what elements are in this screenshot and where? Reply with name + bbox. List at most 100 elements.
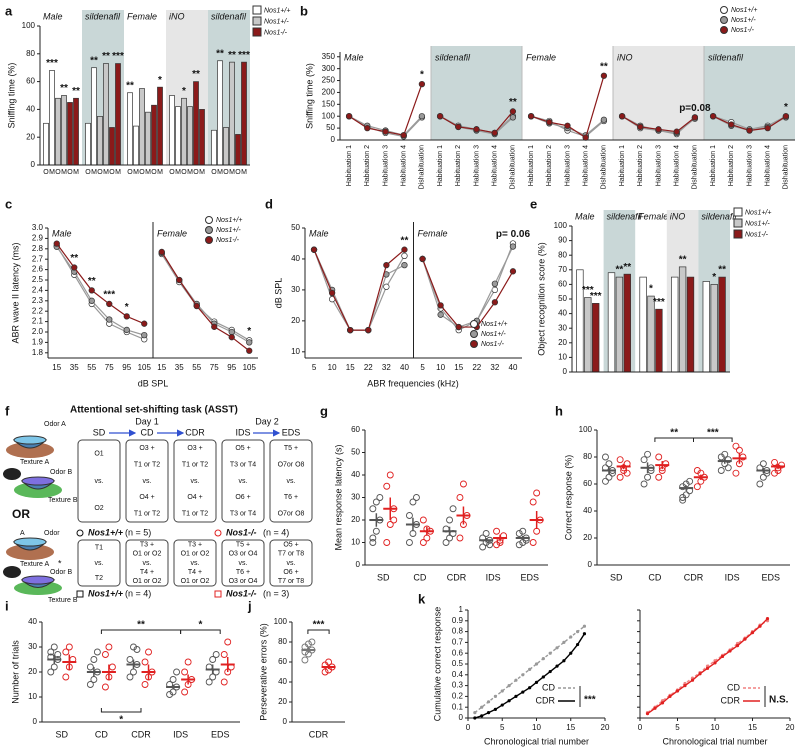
data-point <box>401 261 408 269</box>
box-text: vs. <box>143 478 152 485</box>
data-point <box>509 243 517 250</box>
annotation: ** <box>679 255 687 266</box>
bar <box>127 92 133 166</box>
box-text: O3 + <box>139 445 154 452</box>
series-line <box>421 258 514 328</box>
bar <box>133 125 139 166</box>
texture-pad <box>6 544 54 560</box>
legend-swatch <box>252 5 262 15</box>
x-tick-label: EDS <box>761 572 780 582</box>
y-tick-label: 20 <box>26 132 35 141</box>
y-tick-label: 2.4 <box>32 286 44 295</box>
legend-label: Nos1+/+ <box>731 7 757 14</box>
box-text: vs. <box>191 478 200 485</box>
annotation: *** <box>590 291 602 302</box>
box-text: T7 or T8 <box>278 578 304 585</box>
task-box <box>125 439 169 523</box>
x-tick-label: Habituation 4 <box>674 145 681 186</box>
data-point <box>376 494 384 501</box>
x-tick-label: 10 <box>436 363 445 372</box>
reward-mark: * <box>58 558 62 568</box>
legend-marker <box>205 236 213 244</box>
data-point <box>756 480 764 488</box>
y-tick-label: 300 <box>322 64 336 73</box>
data-point <box>228 328 235 336</box>
x-tick-label: 105 <box>138 363 152 372</box>
y-tick-label: 40 <box>291 254 300 263</box>
bar <box>85 122 91 166</box>
bowl-rim <box>21 575 55 585</box>
data-point <box>133 646 141 653</box>
legend-label: Nos1-/- <box>745 231 769 238</box>
y-tick-label: 40 <box>583 506 592 515</box>
group-marker <box>214 590 222 598</box>
data-point <box>383 261 390 269</box>
legend-note: N.S. <box>769 695 789 706</box>
x-tick-label: Habituation 3 <box>382 145 389 186</box>
y-tick-label: 50 <box>291 223 300 232</box>
data-point <box>418 80 426 88</box>
section-label: sildenafil <box>708 52 744 62</box>
data-point <box>521 690 525 694</box>
data-point <box>507 684 511 688</box>
x-tick-label: 15 <box>346 363 355 372</box>
data-point <box>509 114 517 121</box>
data-point <box>698 672 702 676</box>
data-point <box>519 527 527 535</box>
bar <box>67 102 73 166</box>
data-point <box>709 113 717 120</box>
annotation: * <box>420 70 424 81</box>
x-tick-label: M <box>157 169 163 176</box>
icon-label: Odor B <box>50 569 73 576</box>
panel-letter: j <box>247 598 252 613</box>
data-point <box>455 123 462 131</box>
texture-pad <box>14 482 62 498</box>
icon-label: Texture A <box>20 459 50 466</box>
data-point <box>126 656 134 663</box>
data-point <box>645 712 650 716</box>
x-tick-label: O <box>169 169 175 176</box>
panel-letter: b <box>300 3 308 18</box>
y-tick-label: 200 <box>322 88 336 97</box>
x-tick-label: O <box>211 169 217 176</box>
data-point <box>514 694 518 699</box>
data-point <box>717 467 725 474</box>
bar <box>211 129 217 166</box>
stage-label: EDS <box>282 427 301 437</box>
data-point <box>616 456 624 464</box>
y-tick-label: 0.2 <box>452 692 464 701</box>
data-point <box>88 297 95 304</box>
legend-label: Nos1+/- <box>731 17 756 24</box>
data-point <box>123 326 130 334</box>
bar <box>229 61 235 166</box>
day-label: Day 1 <box>135 416 159 426</box>
y-tick-label: 20 <box>28 667 37 676</box>
data-point <box>782 113 790 120</box>
annotation: ** <box>126 80 134 91</box>
data-point <box>90 656 98 663</box>
box-text: T1 or T2 <box>134 461 160 468</box>
data-point <box>88 287 95 294</box>
data-point <box>383 283 390 290</box>
data-point <box>372 527 380 535</box>
data-point <box>383 482 391 490</box>
y-tick-label: 10 <box>351 538 360 547</box>
group-label: Nos1-/- <box>226 527 257 537</box>
bar <box>157 86 163 166</box>
legend-marker <box>720 6 728 14</box>
box-text: T2 <box>95 575 103 582</box>
y-tick-label: 0 <box>33 717 38 726</box>
box-text: O3 or O4 <box>229 551 258 558</box>
x-tick-label: Habituation 2 <box>455 145 462 186</box>
x-tick-label: Habituation 1 <box>528 145 535 186</box>
x-tick-label: M <box>217 169 223 176</box>
data-point <box>616 473 624 481</box>
icon-label: Texture A <box>20 561 50 568</box>
data-point <box>602 453 609 461</box>
data-point <box>90 676 98 683</box>
y-tick-label: 10 <box>558 353 567 362</box>
legend-note: *** <box>584 695 596 706</box>
data-point <box>437 302 444 309</box>
x-tick-label: EDS <box>520 572 539 582</box>
legend-marker <box>205 226 213 234</box>
